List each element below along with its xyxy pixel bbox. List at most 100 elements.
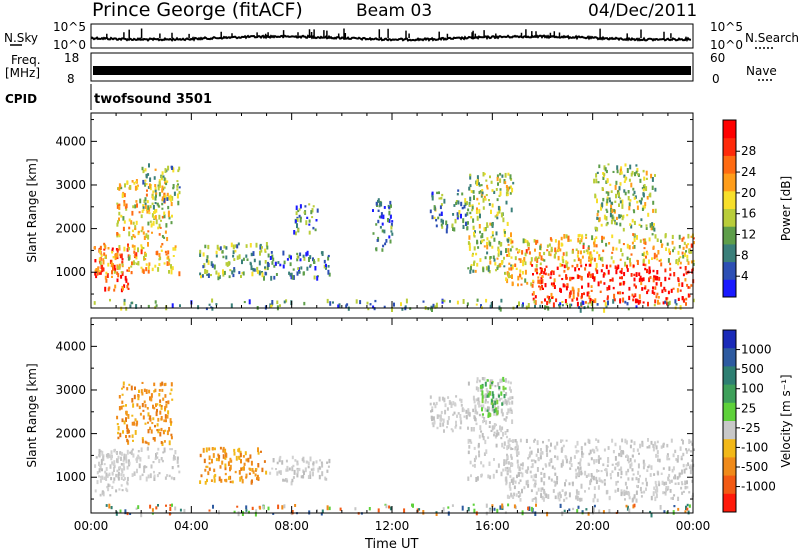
power-echo-cell	[605, 201, 608, 206]
power-echo-cell	[538, 252, 541, 257]
power-echo-cell	[524, 269, 527, 275]
xtick-label: 16:00	[475, 519, 510, 533]
power-echo-cell	[486, 222, 489, 227]
velocity-echo-cell	[430, 415, 433, 420]
power-echo-cell	[482, 206, 485, 210]
power-echo-cell	[532, 280, 535, 284]
power-echo-cell	[539, 273, 541, 276]
power-echo-cell	[99, 261, 102, 266]
power-echo-cell	[116, 202, 119, 205]
velocity-echo-cell	[151, 508, 154, 512]
velocity-echo-cell	[309, 456, 312, 462]
power-echo-cell	[498, 194, 501, 197]
power-echo-cell	[532, 291, 535, 296]
power-echo-cell	[282, 250, 285, 256]
velocity-echo-cell	[542, 498, 545, 502]
power-echo-cell	[580, 264, 583, 268]
velocity-echo-cell	[120, 476, 123, 480]
power-echo-cell	[544, 283, 547, 288]
velocity-echo-cell	[501, 412, 504, 417]
power-echo-cell	[325, 265, 327, 270]
velocity-echo-cell	[233, 451, 236, 456]
power-echo-cell	[692, 259, 695, 263]
velocity-echo-cell	[136, 403, 139, 407]
power-echo-cell	[346, 303, 349, 306]
power-echo-cell	[390, 222, 393, 227]
velocity-echo-cell	[502, 385, 505, 391]
power-echo-cell	[636, 205, 639, 210]
velocity-echo-cell	[517, 451, 520, 455]
velocity-echo-cell	[100, 458, 103, 462]
power-echo-cell	[468, 242, 471, 248]
velocity-echo-cell	[559, 503, 562, 508]
velocity-echo-cell	[625, 504, 628, 508]
velocity-echo-cell	[255, 468, 258, 471]
velocity-colorbar-segment	[723, 384, 736, 404]
power-echo-cell	[375, 247, 378, 252]
power-echo-cell	[252, 251, 255, 256]
velocity-echo-cell	[112, 463, 115, 466]
velocity-echo-cell	[285, 459, 288, 463]
power-echo-cell	[478, 191, 481, 195]
velocity-echo-cell	[563, 498, 566, 502]
velocity-echo-cell	[683, 468, 686, 474]
velocity-echo-cell	[126, 465, 129, 470]
velocity-echo-cell	[516, 444, 519, 449]
velocity-echo-cell	[320, 512, 323, 516]
power-echo-cell	[228, 275, 231, 279]
velocity-colorbar-tick-label: 25	[741, 401, 756, 415]
velocity-echo-cell	[488, 425, 491, 428]
power-echo-cell	[158, 263, 161, 266]
velocity-echo-cell	[281, 505, 284, 510]
power-echo-cell	[632, 298, 635, 302]
velocity-echo-cell	[519, 479, 522, 482]
power-echo-cell	[99, 270, 102, 275]
power-echo-cell	[606, 286, 609, 291]
power-echo-cell	[303, 257, 306, 261]
power-echo-cell	[103, 242, 106, 246]
velocity-echo-cell	[598, 477, 601, 482]
power-echo-cell	[647, 301, 649, 307]
power-echo-cell	[678, 234, 681, 240]
velocity-echo-cell	[541, 487, 544, 491]
velocity-echo-cell	[597, 469, 600, 472]
freq-right-tick-top: 60	[710, 51, 726, 65]
velocity-echo-cell	[551, 465, 554, 469]
velocity-echo-cell	[170, 433, 173, 437]
power-echo-cell	[147, 269, 150, 274]
velocity-echo-cell	[663, 481, 666, 486]
power-echo-cell	[233, 269, 236, 273]
velocity-echo-cell	[482, 404, 485, 409]
velocity-echo-cell	[238, 447, 241, 453]
velocity-echo-cell	[218, 476, 221, 482]
power-echo-cell	[470, 190, 473, 193]
power-echo-cell	[172, 247, 175, 251]
power-echo-cell	[615, 247, 618, 251]
velocity-echo-cell	[113, 477, 116, 481]
velocity-echo-cell	[474, 404, 477, 410]
velocity-echo-cell	[652, 491, 655, 497]
velocity-echo-cell	[203, 458, 206, 464]
power-echo-cell	[572, 294, 575, 300]
power-echo-cell	[432, 303, 435, 308]
velocity-echo-cell	[565, 458, 568, 464]
power-echo-cell	[476, 239, 479, 245]
velocity-echo-cell	[678, 472, 681, 478]
velocity-echo-cell	[563, 509, 566, 512]
power-echo-cell	[313, 259, 315, 264]
velocity-echo-cell	[452, 401, 455, 406]
velocity-echo-cell	[326, 461, 329, 464]
velocity-echo-cell	[147, 429, 150, 434]
velocity-echo-cell	[137, 394, 140, 398]
power-echo-cell	[128, 226, 131, 230]
power-echo-cell	[549, 237, 552, 241]
velocity-echo-cell	[319, 459, 322, 462]
power-echo-cell	[596, 303, 599, 306]
power-echo-cell	[490, 180, 493, 184]
power-echo-cell	[590, 254, 593, 259]
power-echo-cell	[359, 300, 362, 305]
power-echo-cell	[157, 267, 160, 272]
power-echo-cell	[469, 184, 472, 188]
velocity-echo-cell	[113, 449, 116, 453]
power-echo-cell	[388, 235, 391, 239]
